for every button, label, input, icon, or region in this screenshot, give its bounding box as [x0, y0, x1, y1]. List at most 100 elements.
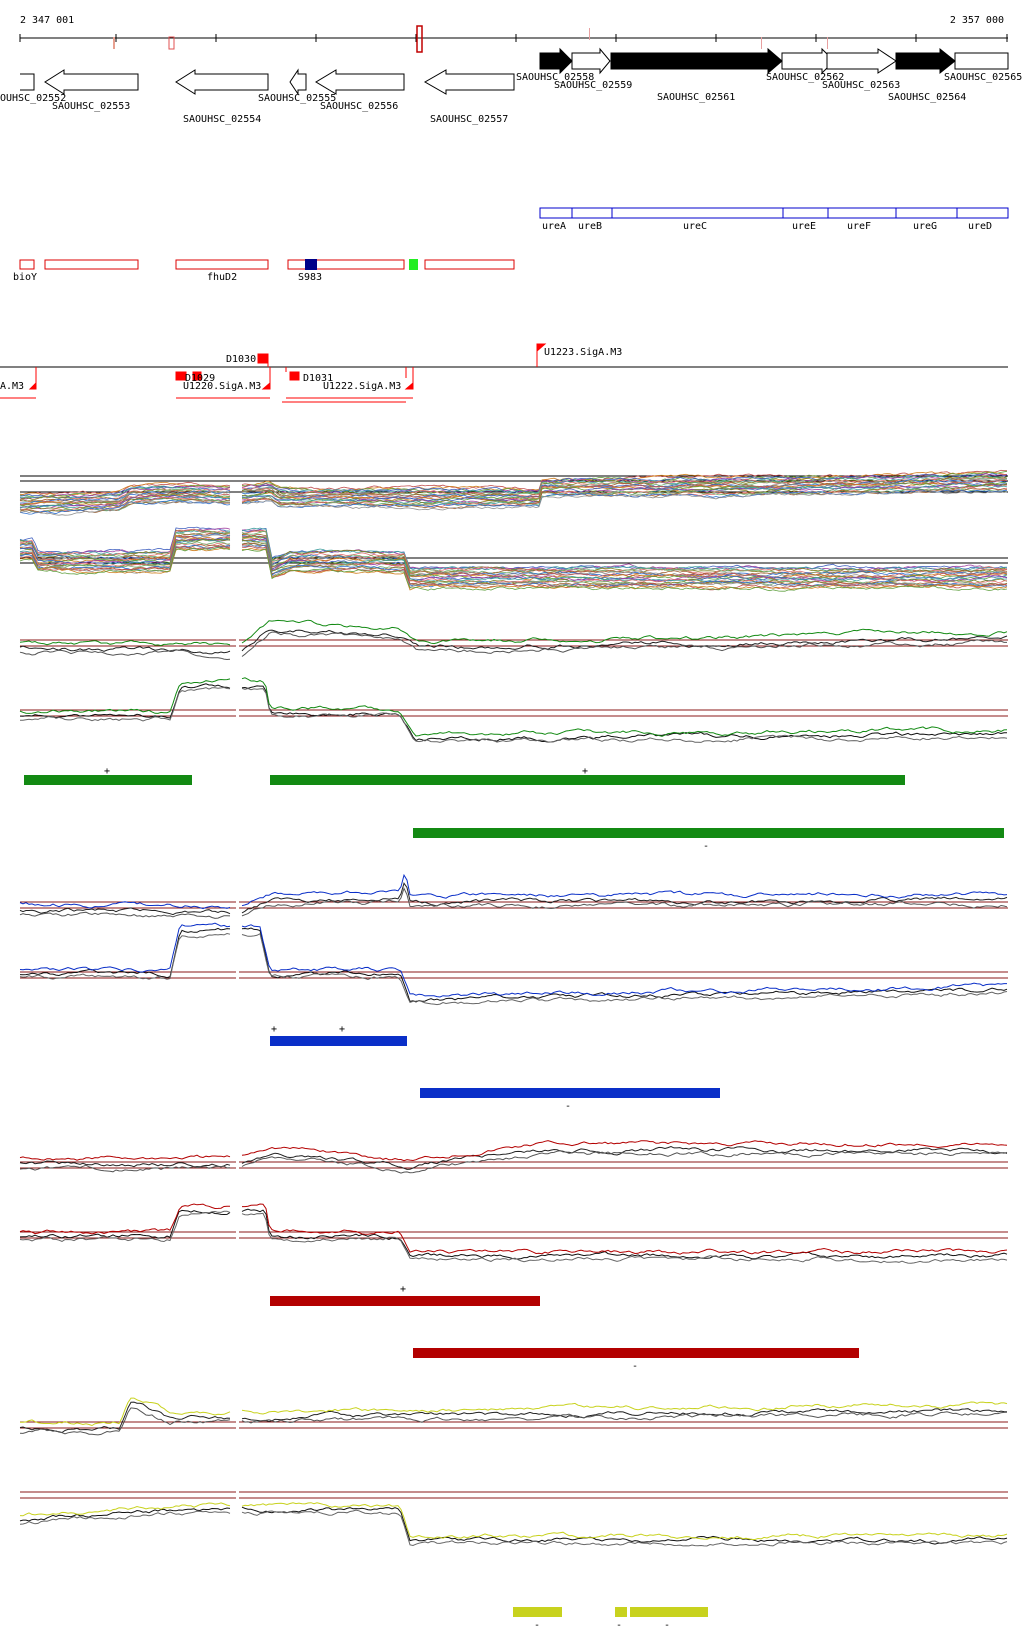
strand-label: -	[534, 1620, 540, 1631]
gene-arrow[interactable]	[781, 47, 835, 75]
strand-label: -	[616, 1620, 622, 1631]
condition-trace	[19, 1203, 1008, 1255]
annotation-box[interactable]	[19, 259, 35, 270]
ruler-mark	[168, 36, 175, 50]
ure-box[interactable]	[956, 207, 1009, 219]
ure-box[interactable]	[827, 207, 897, 219]
promoter-label: U1223.SigA.M3	[544, 347, 622, 358]
yellow-segment-bar[interactable]	[630, 1607, 708, 1617]
gene-arrow[interactable]	[539, 47, 573, 75]
green-segment-bar[interactable]	[270, 775, 905, 785]
gene-arrow[interactable]	[571, 47, 611, 75]
strand-label: -	[703, 841, 709, 852]
ruler-mark	[113, 37, 115, 49]
gene-arrow[interactable]	[315, 69, 405, 95]
sample-trace	[19, 490, 1008, 516]
baseline-trace	[19, 1150, 1008, 1174]
annotation-box[interactable]	[44, 259, 139, 270]
gene-arrow[interactable]	[20, 73, 35, 91]
gene-arrow[interactable]	[289, 68, 307, 96]
promoter-label: U1222.SigA.M3	[323, 381, 401, 392]
gene-label: SAOUHSC_02564	[888, 92, 966, 103]
condition-trace	[19, 1140, 1008, 1162]
annotation-box[interactable]	[424, 259, 515, 270]
gene-arrow[interactable]	[423, 69, 515, 95]
ure-label: ureE	[792, 221, 816, 232]
promoter-flag[interactable]	[192, 371, 202, 381]
gene-arrow[interactable]	[175, 69, 269, 95]
promoter-flag[interactable]	[404, 381, 414, 390]
sample-trace	[19, 475, 1008, 499]
sample-trace	[19, 527, 1008, 573]
annotation-box[interactable]	[287, 259, 405, 270]
ure-label: ureB	[578, 221, 602, 232]
sample-trace	[19, 544, 1008, 588]
red-segment-bar[interactable]	[413, 1348, 859, 1358]
ure-box[interactable]	[782, 207, 829, 219]
sample-trace	[19, 542, 1008, 586]
s983-marker[interactable]	[305, 259, 317, 270]
condition-trace	[19, 873, 1008, 910]
baseline-trace	[19, 631, 1007, 661]
ure-box[interactable]	[539, 207, 573, 219]
green-segment-bar[interactable]	[24, 775, 192, 785]
green-segment-bar[interactable]	[413, 828, 1004, 838]
strand-label: -	[664, 1620, 670, 1631]
gene-label: SAOUHSC_02555	[258, 93, 336, 104]
yellow-segment-bar[interactable]	[513, 1607, 562, 1617]
sample-trace	[19, 478, 1008, 504]
ure-box[interactable]	[895, 207, 958, 219]
ure-box[interactable]	[571, 207, 613, 219]
gene-arrow[interactable]	[954, 52, 1009, 70]
promoter-label: D1029	[185, 373, 215, 384]
promoter-flag[interactable]	[257, 353, 269, 364]
blue-segment-bar[interactable]	[420, 1088, 720, 1098]
gene-arrow[interactable]	[610, 47, 783, 75]
yellow-segment-bar[interactable]	[615, 1607, 627, 1617]
promoter-flag[interactable]	[28, 381, 37, 390]
gene-arrow[interactable]	[826, 48, 897, 74]
strand-label: -	[565, 1101, 571, 1112]
track-gap	[236, 1380, 239, 1520]
baseline-trace	[19, 932, 1008, 1006]
coord-end-label: 2 357 000	[950, 15, 1004, 26]
promoter-label: D1030	[226, 354, 256, 365]
gene-label: SAOUHSC_02558	[516, 72, 594, 83]
gene-label: SAOUHSC_02562	[766, 72, 844, 83]
sample-trace	[19, 547, 1008, 591]
ure-box[interactable]	[611, 207, 784, 219]
sample-trace	[19, 545, 1008, 591]
gene-track: OUHSC_02552 SAOUHSC_02553 SAOUHSC_02554 …	[0, 47, 1022, 125]
promoter-flag[interactable]	[289, 371, 300, 381]
ure-label: ureF	[847, 221, 871, 232]
baseline-trace	[19, 1208, 1008, 1260]
strand-label: +	[271, 1024, 277, 1035]
green-marker[interactable]	[409, 259, 418, 270]
condition-panel	[19, 1120, 1008, 1264]
condition-trace	[19, 619, 1008, 647]
gene-arrow[interactable]	[44, 69, 139, 95]
promoter-flag[interactable]	[175, 371, 187, 381]
ure-label: ureA	[542, 221, 566, 232]
track-gap	[236, 860, 239, 1000]
condition-trace	[20, 1397, 1008, 1427]
annotation-label: fhuD2	[207, 272, 237, 283]
promoter-track: D1030 U1223.SigA.M3 A.M3 D1029 U1220.Sig…	[0, 343, 1008, 403]
baseline-trace	[19, 1407, 1008, 1436]
promoter-label: U1220.SigA.M3	[183, 381, 261, 392]
blue-segment-bar[interactable]	[270, 1036, 407, 1046]
annotation-box[interactable]	[175, 259, 269, 270]
red-segment-bar[interactable]	[270, 1296, 540, 1306]
gene-arrow[interactable]	[895, 47, 956, 75]
baseline-trace	[20, 686, 1008, 743]
ure-label: ureD	[968, 221, 992, 232]
annotation-label: S983	[298, 272, 322, 283]
gene-label: SAOUHSC_02563	[822, 80, 900, 91]
ure-track: ureA ureB ureC ureE ureF ureG ureD	[539, 207, 1009, 232]
baseline-trace	[19, 887, 1008, 919]
gene-label: SAOUHSC_02559	[554, 80, 632, 91]
gene-label: SAOUHSC_02565	[944, 72, 1022, 83]
track-gap	[236, 476, 239, 606]
promoter-flag[interactable]	[261, 381, 271, 390]
condition-trace	[19, 922, 1007, 998]
